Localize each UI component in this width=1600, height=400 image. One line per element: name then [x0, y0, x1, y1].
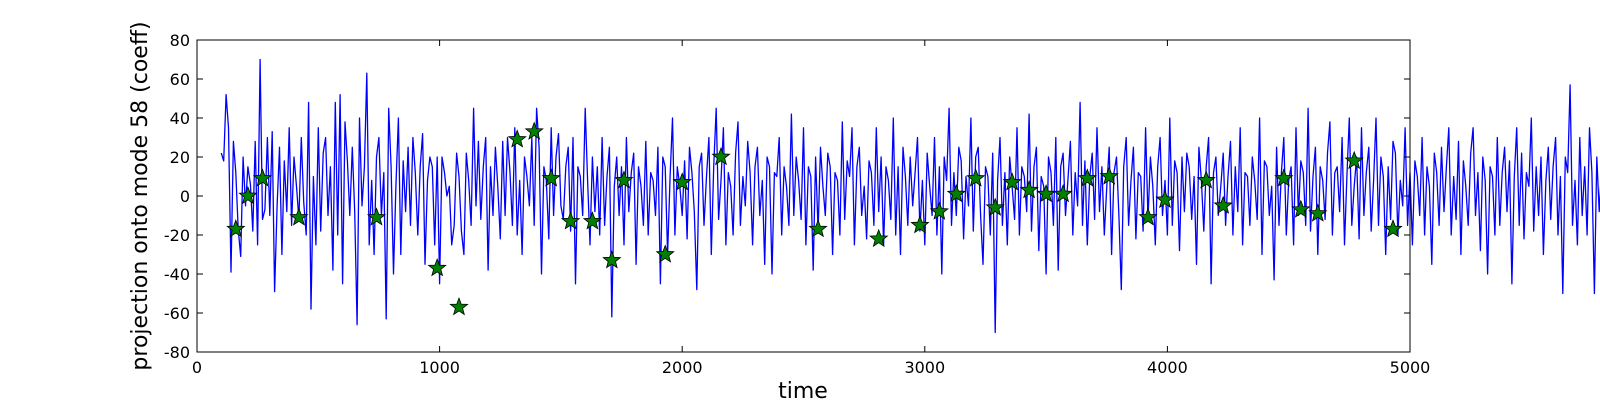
star-marker — [366, 207, 387, 226]
star-marker — [427, 257, 447, 277]
plot-background — [197, 40, 1410, 352]
star-marker — [808, 219, 828, 238]
y-tick-label: 40 — [170, 109, 190, 128]
star-marker — [655, 244, 675, 263]
star-marker — [1099, 166, 1119, 185]
line-series-layer — [220, 58, 1600, 334]
star-marker — [929, 201, 949, 220]
star-marker — [226, 219, 246, 238]
x-tick-label: 0 — [192, 358, 202, 377]
star-marker — [582, 211, 603, 230]
star-marker — [289, 207, 309, 226]
x-tick-label: 1000 — [419, 358, 460, 377]
star-marker — [1019, 179, 1039, 199]
star-marker — [449, 296, 469, 316]
star-marker — [602, 250, 622, 269]
x-tick-label: 4000 — [1147, 358, 1188, 377]
y-tick-label: -60 — [164, 304, 190, 323]
star-marker — [672, 172, 692, 191]
y-axis-title: projection onto mode 58 (coeff) — [128, 21, 153, 370]
star-marker — [869, 228, 889, 248]
star-marker — [524, 121, 544, 140]
star-marker — [910, 215, 930, 234]
y-tick-label: 80 — [170, 31, 190, 50]
star-marker — [966, 168, 986, 187]
y-tick-label: -80 — [164, 343, 190, 362]
marker-series-layer — [226, 121, 1403, 316]
star-marker — [1196, 170, 1216, 189]
star-marker — [1274, 168, 1294, 187]
x-tick-label: 3000 — [904, 358, 945, 377]
star-marker — [1036, 183, 1056, 203]
star-marker — [1213, 195, 1233, 214]
x-axis-title: time — [778, 379, 828, 400]
star-marker — [507, 129, 527, 148]
x-tick-label: 5000 — [1390, 358, 1431, 377]
y-tick-label: 20 — [170, 148, 190, 167]
star-marker — [1155, 189, 1175, 209]
star-marker — [711, 146, 731, 166]
y-tick-label: -40 — [164, 265, 190, 284]
star-marker — [985, 197, 1005, 216]
star-marker — [1344, 150, 1364, 170]
star-marker — [1291, 199, 1311, 218]
star-marker — [1053, 183, 1073, 203]
star-marker — [560, 211, 581, 230]
star-marker — [252, 168, 273, 187]
star-marker — [541, 168, 561, 187]
star-marker — [1077, 168, 1097, 187]
y-tick-label: -20 — [164, 226, 190, 245]
star-marker — [1383, 219, 1403, 238]
x-tick-label: 2000 — [662, 358, 703, 377]
y-tick-label: 60 — [170, 70, 190, 89]
star-marker — [238, 185, 258, 205]
star-marker — [1138, 207, 1158, 226]
series-line — [220, 58, 1600, 334]
star-marker — [946, 183, 966, 203]
axis-ticks-layer: 0 1000 2000 3000 4000 5000 -80 -60 -40 -20 0 20 40 60… — [164, 31, 1431, 377]
star-marker — [1002, 172, 1022, 191]
star-marker — [614, 170, 634, 189]
star-marker — [1308, 203, 1328, 222]
y-tick-label: 0 — [180, 187, 190, 206]
